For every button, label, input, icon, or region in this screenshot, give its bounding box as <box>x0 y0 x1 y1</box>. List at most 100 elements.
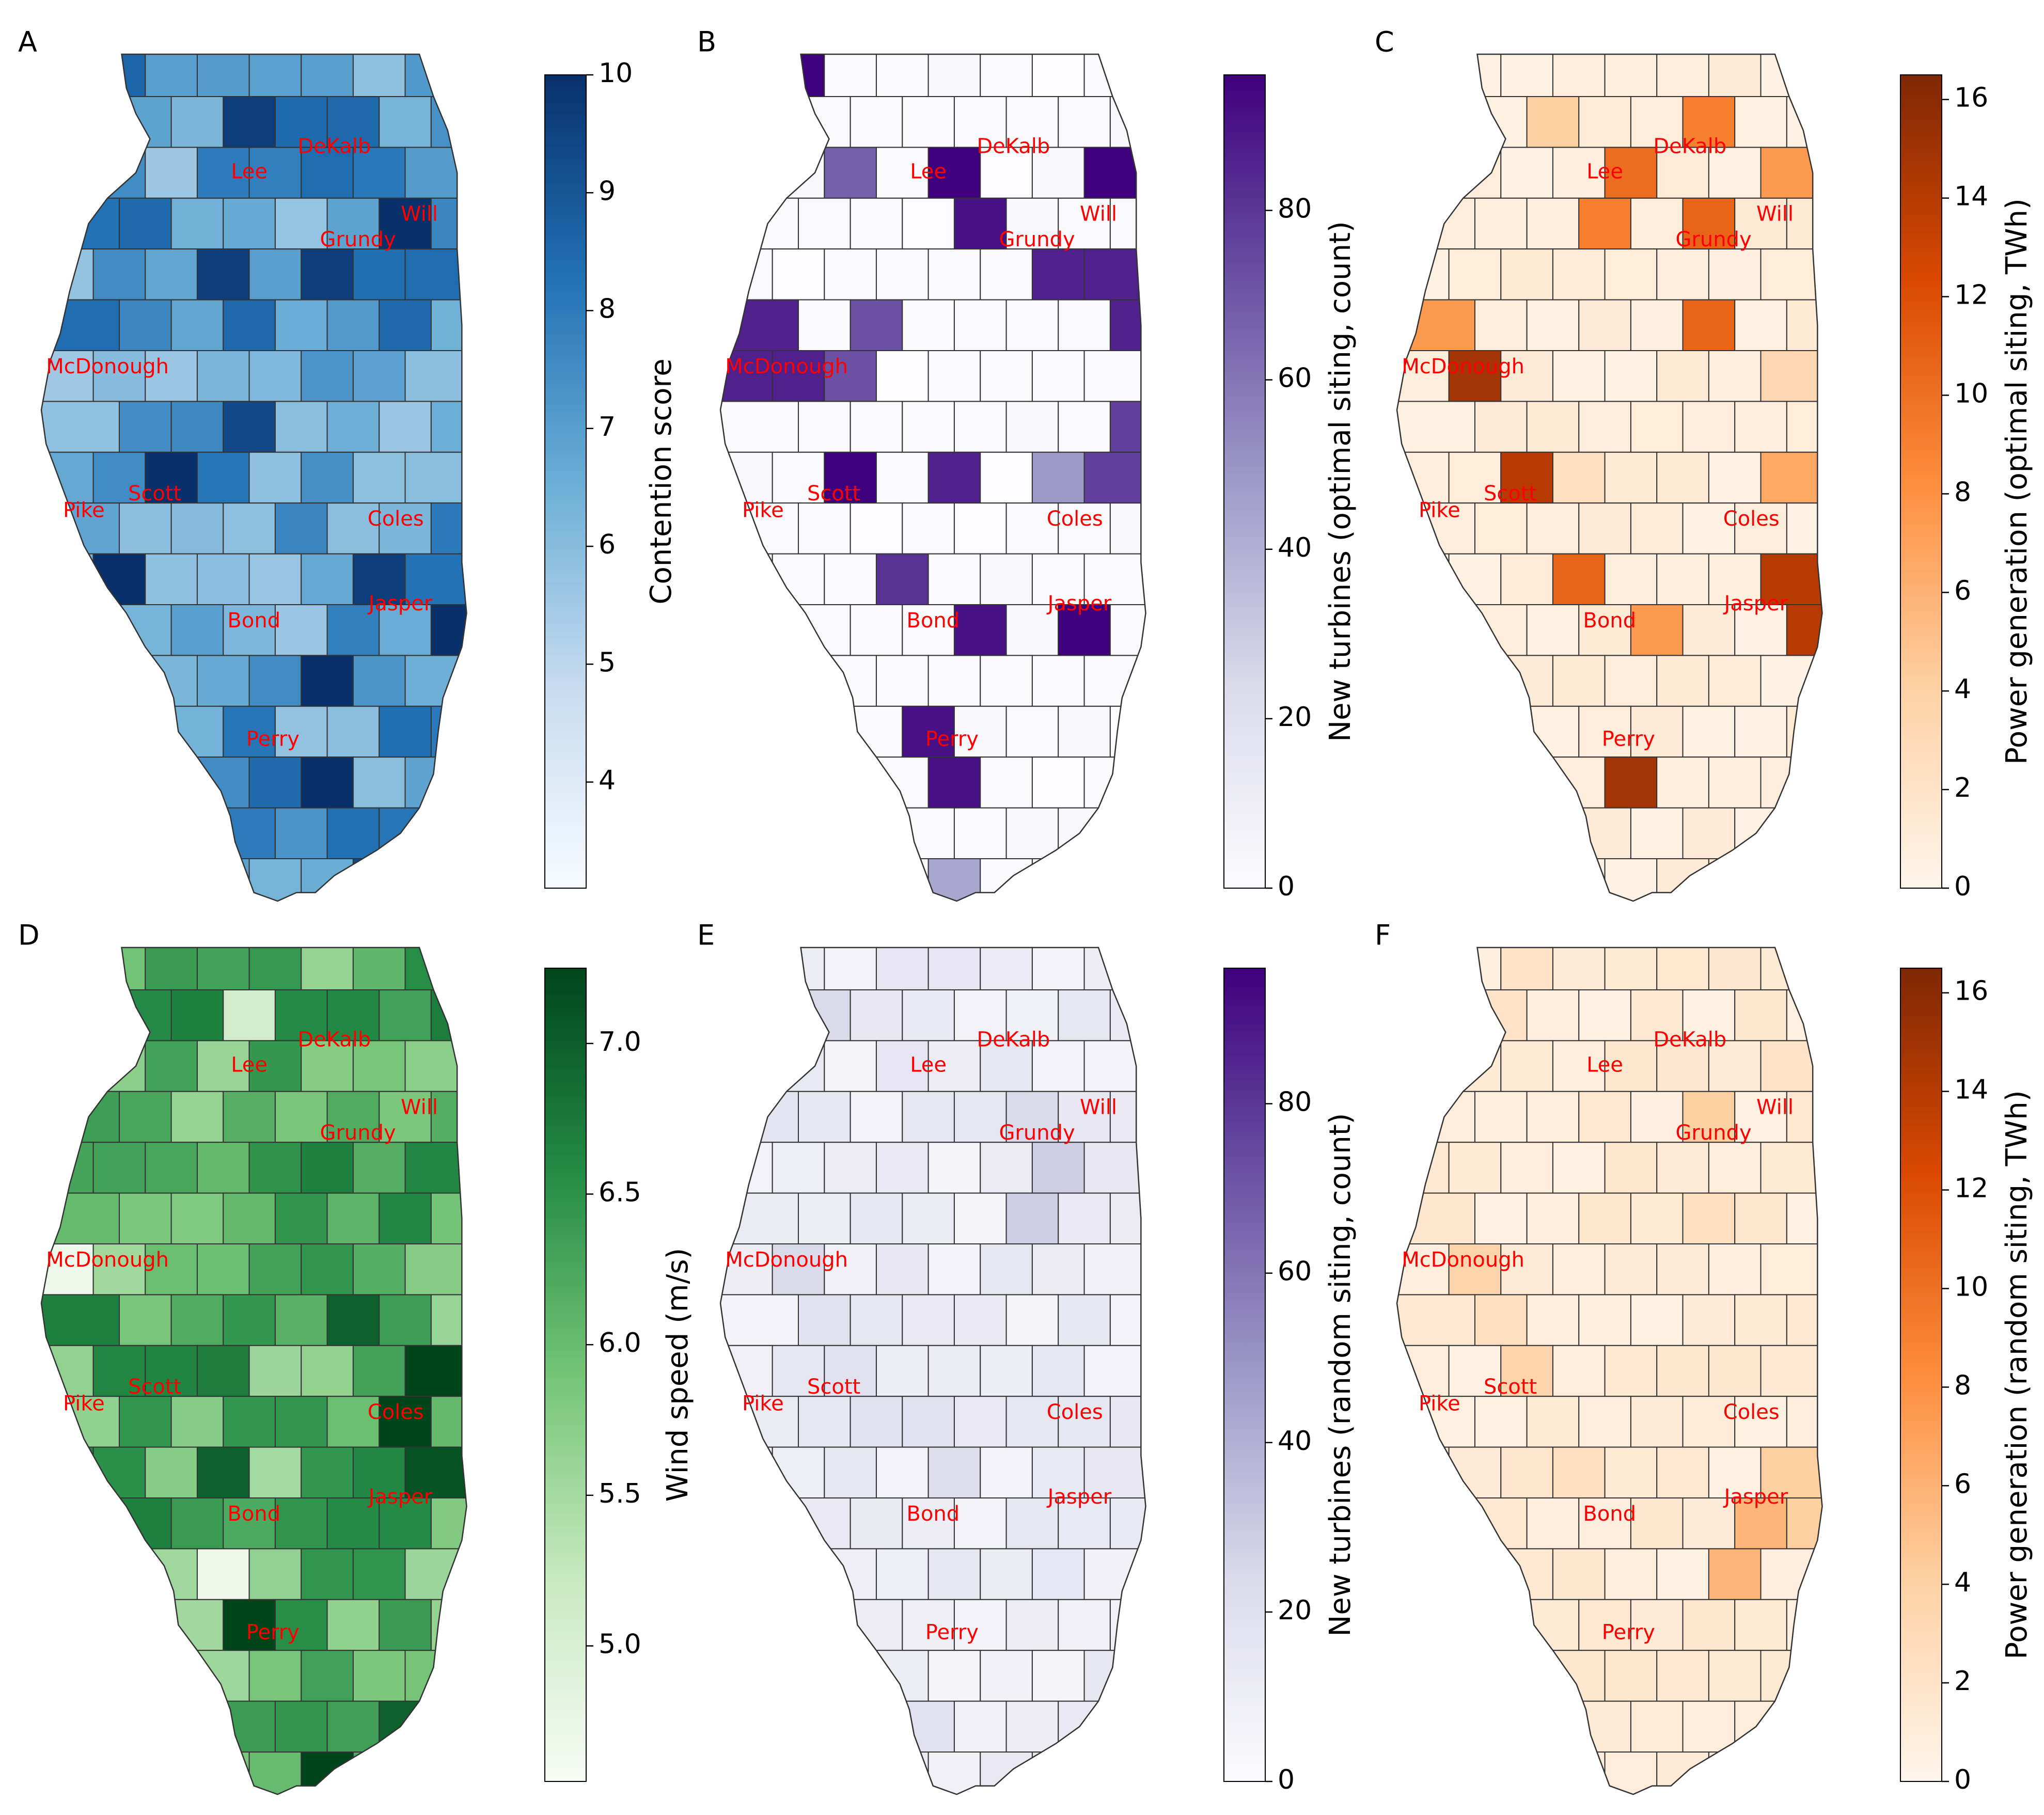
county-cell <box>379 1497 432 1550</box>
colorbar-tick-label: 0 <box>1954 871 1971 902</box>
county-cell <box>1734 989 1787 1041</box>
county-cell <box>352 756 406 809</box>
county-cell <box>1630 1294 1684 1346</box>
county-cell <box>1656 655 1709 707</box>
county-cell <box>1500 1345 1553 1397</box>
county-cell <box>274 1599 328 1651</box>
county-cell <box>1604 655 1658 707</box>
county-cell <box>1630 1091 1684 1143</box>
county-cell <box>875 1446 929 1499</box>
county-cell <box>1630 807 1684 859</box>
county-cell <box>352 248 406 301</box>
county-cell <box>1058 604 1111 656</box>
county-cell <box>1058 807 1111 859</box>
county-cell <box>1734 502 1787 555</box>
county-cell <box>772 858 825 901</box>
county-cell <box>223 1192 276 1245</box>
county-cell <box>1656 451 1709 504</box>
county-cell <box>170 604 224 656</box>
county-cell <box>1656 756 1709 809</box>
colorbar-tick-label: 14 <box>1954 181 1988 212</box>
county-cell <box>1031 948 1085 990</box>
county-label-coles: Coles <box>368 507 424 531</box>
county-cell <box>824 1548 877 1600</box>
county-cell <box>274 705 328 758</box>
county-label-lee: Lee <box>1586 1053 1623 1077</box>
county-cell <box>902 807 955 859</box>
county-cell <box>1526 1091 1580 1143</box>
county-cell <box>379 96 432 148</box>
county-cell <box>875 1751 929 1794</box>
county-cell <box>248 1548 302 1600</box>
county-cell <box>1578 1396 1631 1448</box>
state-outline <box>40 53 467 902</box>
county-cell <box>1734 1192 1787 1245</box>
county-cell <box>92 1040 146 1092</box>
county-cell <box>824 54 877 97</box>
county-cell <box>927 756 981 809</box>
county-cell <box>772 1751 825 1794</box>
county-cell <box>41 705 120 758</box>
county-label-mcdonough: McDonough <box>725 1248 848 1272</box>
colorbar-tick-label: 2 <box>1954 1666 1971 1697</box>
county-cell <box>301 858 354 901</box>
county-cell <box>326 1396 380 1448</box>
county-cell <box>1058 1599 1111 1651</box>
county-cell <box>1552 1548 1606 1600</box>
county-label-coles: Coles <box>1047 1400 1103 1424</box>
county-cell <box>772 1446 825 1499</box>
county-cell <box>1604 350 1658 402</box>
county-cell <box>92 1446 146 1499</box>
county-cell <box>352 1548 406 1600</box>
county-cell <box>1760 1142 1822 1194</box>
county-cell <box>797 1700 851 1753</box>
colorbar-tick-label: 6.0 <box>599 1328 641 1359</box>
county-cell <box>980 54 1033 97</box>
county-cell <box>274 1700 328 1753</box>
county-label-dekalb: DeKalb <box>297 134 371 158</box>
county-cell <box>92 948 146 990</box>
county-label-bond: Bond <box>906 609 960 633</box>
county-cell <box>1656 248 1709 301</box>
county-cell <box>1552 1243 1606 1296</box>
county-cell <box>1083 756 1146 809</box>
county-label-will: Will <box>1756 202 1794 226</box>
county-cell <box>145 1243 198 1296</box>
county-cell <box>927 1650 981 1702</box>
county-cell <box>196 1142 250 1194</box>
county-cell <box>875 1040 929 1092</box>
colorbar-A <box>544 74 587 889</box>
county-cell <box>196 1243 250 1296</box>
county-cell <box>223 807 276 859</box>
county-cell <box>824 1650 877 1702</box>
county-cell <box>41 451 94 504</box>
county-cell <box>1448 1243 1502 1296</box>
county-cell <box>980 948 1033 990</box>
colorbar-label-A: Contention score <box>644 358 678 604</box>
county-cell <box>41 1091 120 1143</box>
county-cell <box>1630 197 1684 250</box>
county-cell <box>404 1345 467 1397</box>
county-cell <box>720 1751 773 1794</box>
county-cell <box>1526 1192 1580 1245</box>
county-cell <box>1708 1751 1762 1794</box>
county-cell <box>326 1700 380 1753</box>
county-cell <box>170 197 224 250</box>
county-cell <box>1397 858 1450 901</box>
county-label-bond: Bond <box>1583 609 1636 633</box>
county-label-jasper: Jasper <box>1723 1485 1788 1509</box>
colorbar-D <box>544 968 587 1782</box>
county-cell <box>720 299 799 351</box>
county-cell <box>196 756 250 809</box>
county-cell <box>248 1446 302 1499</box>
county-label-bond: Bond <box>227 609 280 633</box>
colorbar-tick-label: 6 <box>1954 1469 1971 1500</box>
county-cell <box>1630 604 1684 656</box>
county-cell <box>196 1751 250 1794</box>
colorbar-label-D: Wind speed (m/s) <box>661 1248 695 1502</box>
county-cell <box>1552 655 1606 707</box>
colorbar-tick-label: 10 <box>1954 1271 1988 1302</box>
